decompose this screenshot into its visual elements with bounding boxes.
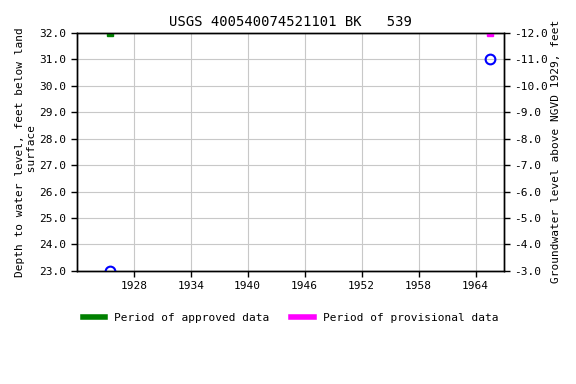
Legend: Period of approved data, Period of provisional data: Period of approved data, Period of provi… — [78, 308, 502, 327]
Y-axis label: Groundwater level above NGVD 1929, feet: Groundwater level above NGVD 1929, feet — [551, 20, 561, 283]
Y-axis label: Depth to water level, feet below land
 surface: Depth to water level, feet below land su… — [15, 27, 37, 277]
Title: USGS 400540074521101 BK   539: USGS 400540074521101 BK 539 — [169, 15, 412, 29]
